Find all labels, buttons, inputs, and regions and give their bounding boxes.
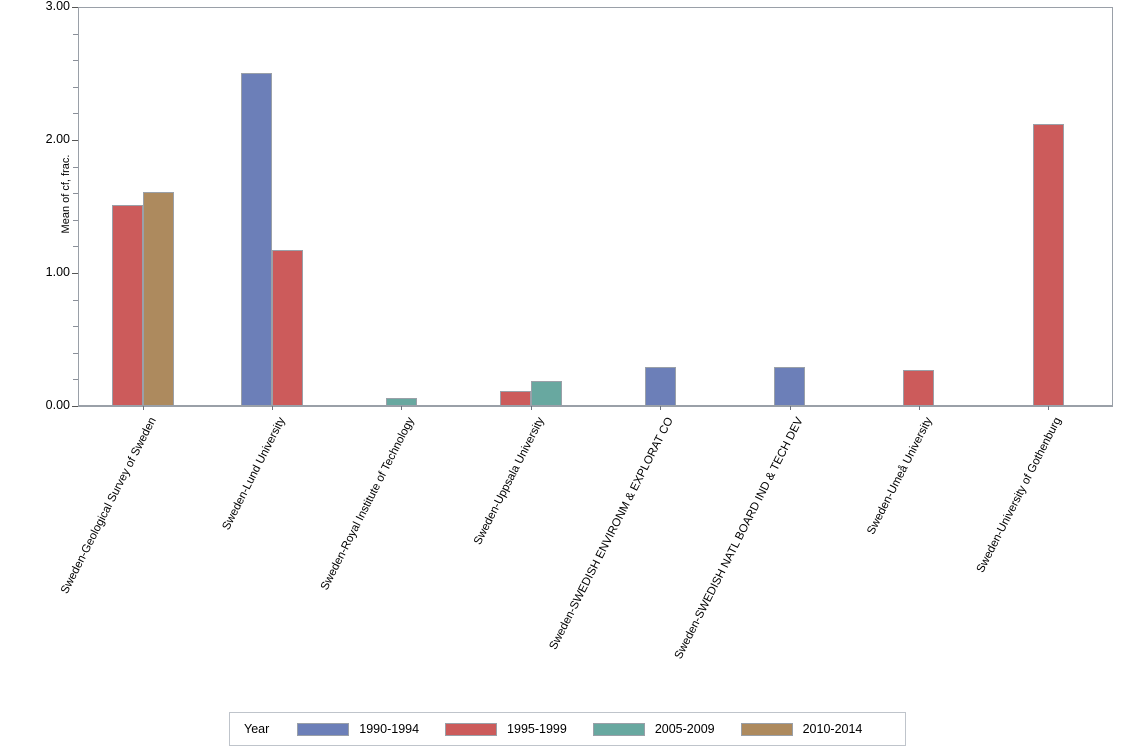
x-axis-label: Sweden-Lund University: [220, 415, 288, 533]
x-tick: [790, 406, 791, 410]
bar: [774, 367, 805, 406]
x-tick: [1048, 406, 1049, 410]
y-tick-minor: [73, 113, 78, 114]
x-axis-label: Sweden-SWEDISH ENVIRONM & EXPLORAT CO: [547, 415, 677, 652]
legend: Year 1990-1994 1995-1999 2005-2009 2010-201…: [229, 712, 906, 746]
legend-entry[interactable]: 2010-2014: [740, 722, 863, 736]
bar: [500, 391, 531, 406]
y-tick-label: 3.00: [45, 0, 70, 13]
y-tick-minor: [73, 353, 78, 354]
bar: [645, 367, 676, 406]
y-tick-major: [72, 273, 78, 274]
bar: [386, 398, 417, 406]
y-tick-minor: [73, 167, 78, 168]
bar: [272, 250, 303, 406]
x-tick: [660, 406, 661, 410]
x-axis-label-text: Sweden-University of Gothenburg: [975, 415, 1065, 575]
y-tick-minor: [73, 34, 78, 35]
x-axis-label: Sweden-Uppsala University: [471, 415, 547, 547]
bar: [112, 205, 143, 406]
y-tick-minor: [73, 246, 78, 247]
legend-label: 2010-2014: [802, 722, 863, 736]
x-tick: [401, 406, 402, 410]
x-axis-label: Sweden-Geological Survey of Sweden: [58, 415, 159, 596]
x-axis-label-text: Sweden-Uppsala University: [471, 415, 547, 547]
x-axis-label-text: Sweden-SWEDISH ENVIRONM & EXPLORAT CO: [547, 415, 676, 652]
x-axis-label-text: Sweden-SWEDISH NATL BOARD IND & TECH DEV: [672, 415, 806, 662]
x-axis-label-text: Sweden-Lund University: [220, 415, 288, 533]
bar: [903, 370, 934, 406]
x-axis-label: Sweden-Royal Institute of Technology: [319, 415, 418, 593]
x-axis-tick-labels: Sweden-Geological Survey of Sweden Sweden…: [0, 410, 1134, 700]
y-tick-major: [72, 406, 78, 407]
x-tick: [272, 406, 273, 410]
x-axis-label-text: Sweden-Royal Institute of Technology: [319, 415, 418, 593]
y-tick-minor: [73, 379, 78, 380]
legend-swatch: [445, 722, 498, 736]
x-axis-label-text: Sweden-Umeå University: [865, 415, 935, 537]
x-tick: [531, 406, 532, 410]
y-tick-minor: [73, 87, 78, 88]
legend-entry[interactable]: 1990-1994: [297, 722, 419, 736]
bar: [241, 73, 272, 406]
legend-label: 2005-2009: [654, 722, 715, 736]
legend-entries: 1990-1994 1995-1999 2005-2009 2010-2014: [297, 722, 888, 736]
x-tick: [919, 406, 920, 410]
legend-label: 1990-1994: [359, 722, 420, 736]
legend-title: Year: [244, 722, 270, 736]
y-tick-minor: [73, 60, 78, 61]
bars-layer: [112, 73, 1064, 406]
x-axis-label: Sweden-University of Gothenburg: [975, 415, 1065, 575]
legend-swatch: [740, 722, 793, 736]
y-tick-major: [72, 7, 78, 8]
legend-entry[interactable]: 1995-1999: [445, 722, 567, 736]
x-tick: [143, 406, 144, 410]
y-tick-minor: [73, 193, 78, 194]
y-tick-minor: [73, 220, 78, 221]
bar: [531, 381, 562, 406]
x-axis-label: Sweden-Umeå University: [865, 415, 935, 537]
y-tick-label: 1.00: [45, 265, 70, 279]
bar: [143, 192, 174, 406]
y-tick-major: [72, 140, 78, 141]
y-tick-label: 0.00: [45, 398, 70, 412]
y-tick-minor: [73, 326, 78, 327]
y-axis-tick-labels: 0.00 1.00 2.00 3.00: [26, 0, 70, 420]
bar: [1033, 124, 1064, 406]
x-axis-baseline: [78, 405, 1113, 407]
legend-swatch: [297, 722, 350, 736]
legend-label: 1995-1999: [507, 722, 567, 736]
y-tick-minor: [73, 300, 78, 301]
legend-swatch: [592, 722, 645, 736]
x-axis-label-text: Sweden-Geological Survey of Sweden: [58, 415, 159, 596]
y-tick-label: 2.00: [45, 132, 70, 146]
x-axis-label: Sweden-SWEDISH NATL BOARD IND & TECH DEV: [672, 415, 806, 662]
legend-entry[interactable]: 2005-2009: [592, 722, 715, 736]
